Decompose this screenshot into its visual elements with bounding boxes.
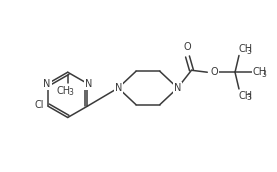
Text: N: N bbox=[85, 79, 92, 89]
Text: CH: CH bbox=[239, 44, 253, 53]
Text: N: N bbox=[43, 79, 51, 89]
Text: 3: 3 bbox=[68, 88, 73, 97]
Text: N: N bbox=[114, 83, 122, 93]
Text: N: N bbox=[174, 83, 181, 93]
Text: CH: CH bbox=[57, 86, 71, 96]
Text: CH: CH bbox=[239, 91, 253, 101]
Text: 3: 3 bbox=[247, 93, 252, 102]
Text: 3: 3 bbox=[247, 47, 252, 56]
Text: O: O bbox=[184, 42, 191, 52]
Text: O: O bbox=[210, 67, 218, 77]
Text: 3: 3 bbox=[262, 70, 267, 79]
Text: CH: CH bbox=[253, 67, 267, 77]
Text: Cl: Cl bbox=[35, 100, 44, 110]
